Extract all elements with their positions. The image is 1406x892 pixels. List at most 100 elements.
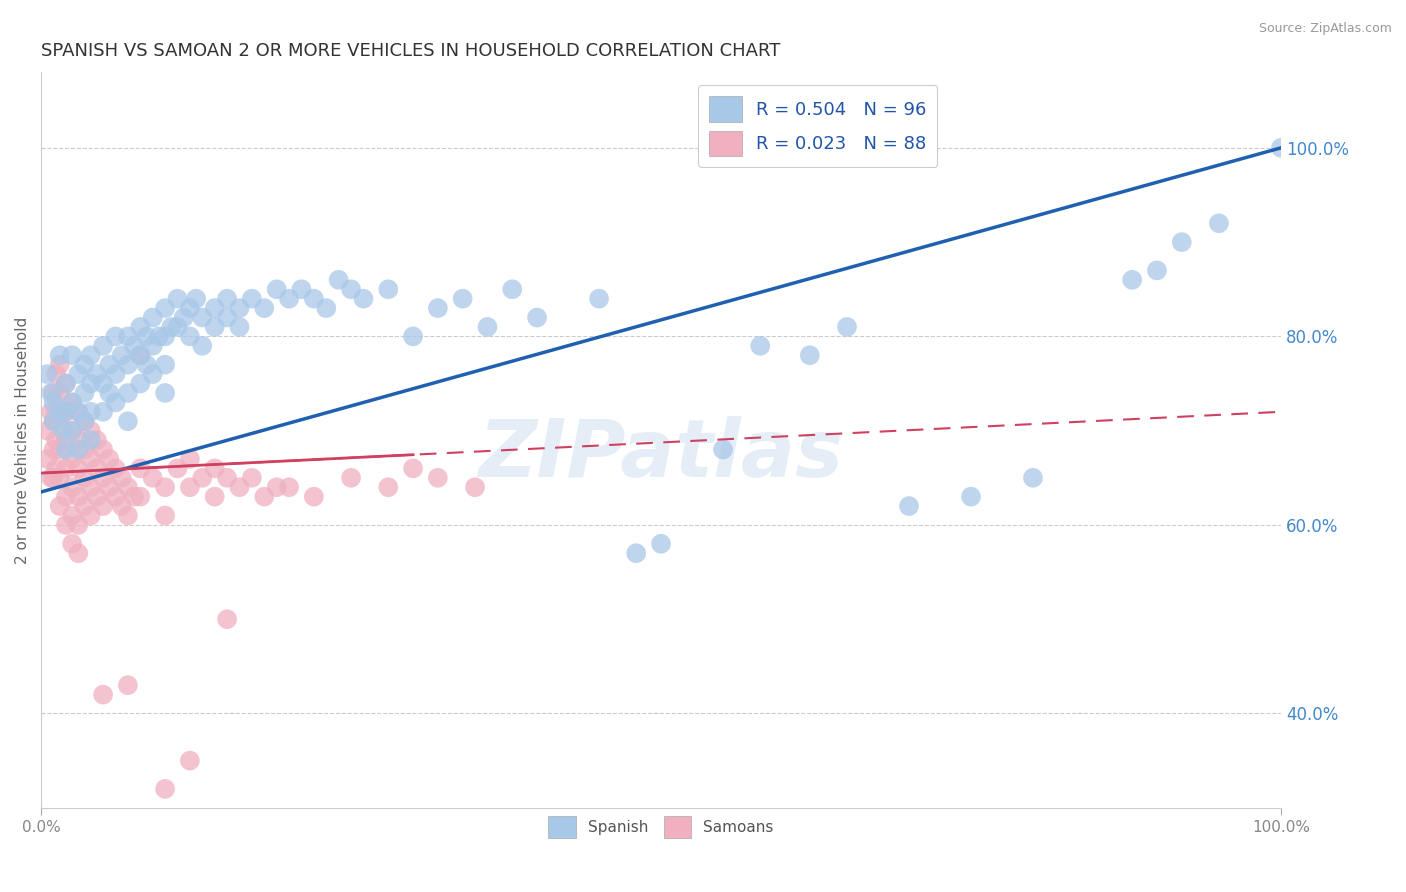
Point [48,348,70,362]
Point [426,471,449,485]
Point [253,490,276,504]
Point [55,376,77,391]
Point [91,339,114,353]
Point [111,471,134,485]
Point [153,358,176,372]
Point [129,461,152,475]
Point [122,339,145,353]
Point [55,461,77,475]
Point [42,471,65,485]
Point [37,452,59,467]
Point [184,292,207,306]
Point [39,471,62,485]
Point [39,405,62,419]
Point [45,433,67,447]
Point [328,273,350,287]
Point [98,452,121,467]
Point [898,499,921,513]
Point [60,395,83,409]
Point [204,320,226,334]
Point [217,471,239,485]
Point [353,292,375,306]
Point [217,310,239,325]
Point [104,395,127,409]
Point [204,490,226,504]
Point [52,424,75,438]
Point [129,320,152,334]
Point [86,461,108,475]
Point [80,480,103,494]
Point [1146,263,1168,277]
Point [91,405,114,419]
Point [173,310,195,325]
Point [135,329,157,343]
Point [153,508,176,523]
Point [588,292,610,306]
Point [42,442,65,457]
Point [1270,141,1292,155]
Point [402,461,425,475]
Point [73,499,96,513]
Point [48,499,70,513]
Point [60,480,83,494]
Point [60,424,83,438]
Point [266,282,288,296]
Point [48,386,70,401]
Point [42,395,65,409]
Point [153,301,176,315]
Point [104,329,127,343]
Point [37,367,59,381]
Point [1022,471,1045,485]
Point [117,508,139,523]
Point [179,452,201,467]
Point [179,480,201,494]
Point [42,414,65,428]
Point [153,781,176,796]
Point [91,442,114,457]
Y-axis label: 2 or more Vehicles in Household: 2 or more Vehicles in Household [15,317,30,564]
Point [91,376,114,391]
Point [73,414,96,428]
Point [153,480,176,494]
Point [377,480,399,494]
Point [80,405,103,419]
Point [129,348,152,362]
Point [86,490,108,504]
Point [37,424,59,438]
Point [302,490,325,504]
Point [402,329,425,343]
Point [179,301,201,315]
Point [166,292,188,306]
Point [67,546,90,560]
Point [228,301,250,315]
Point [122,490,145,504]
Point [45,367,67,381]
Point [117,329,139,343]
Point [960,490,983,504]
Point [129,376,152,391]
Point [104,461,127,475]
Point [228,320,250,334]
Point [73,386,96,401]
Point [142,367,165,381]
Point [80,433,103,447]
Point [67,405,90,419]
Point [426,301,449,315]
Point [91,499,114,513]
Point [48,471,70,485]
Text: SPANISH VS SAMOAN 2 OR MORE VEHICLES IN HOUSEHOLD CORRELATION CHART: SPANISH VS SAMOAN 2 OR MORE VEHICLES IN … [41,42,780,60]
Point [290,282,312,296]
Point [48,358,70,372]
Point [266,480,288,494]
Point [377,282,399,296]
Point [217,292,239,306]
Point [86,433,108,447]
Point [129,490,152,504]
Point [48,442,70,457]
Point [60,348,83,362]
Point [91,471,114,485]
Point [142,471,165,485]
Point [1171,235,1194,249]
Point [451,292,474,306]
Point [135,358,157,372]
